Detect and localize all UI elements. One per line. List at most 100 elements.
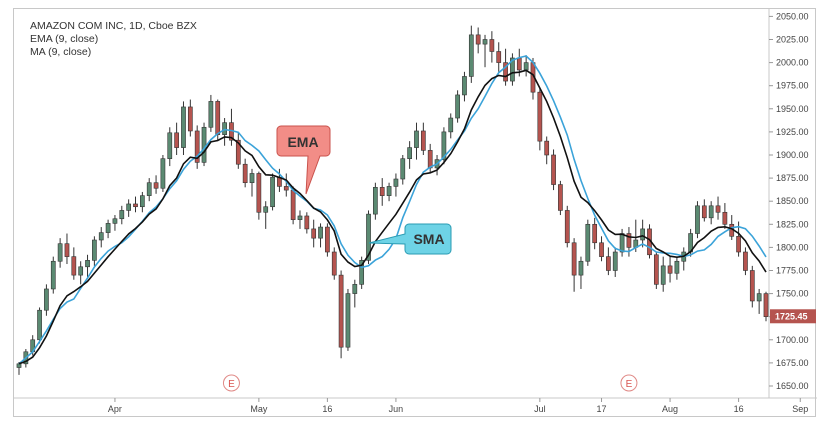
candle-body (386, 186, 392, 196)
candle-body (722, 211, 728, 225)
time-tick-label: Sep (792, 404, 808, 414)
price-tick-label: 2050.00 (776, 11, 809, 21)
candlestick-chart[interactable]: 2050.00 2025.00 2000.00 1975.00 1950.00 1925.… (14, 9, 817, 418)
candle-body (551, 154, 556, 185)
candle-body (763, 293, 769, 317)
time-tick-label: 16 (322, 404, 332, 414)
candle-body (475, 34, 481, 45)
earnings-marker-label: E (228, 379, 235, 390)
candle-body (441, 131, 447, 160)
candle-body (119, 210, 125, 220)
candle-body (318, 226, 323, 239)
price-tick-label: 1775.00 (776, 265, 809, 275)
candle-body (619, 233, 625, 253)
candle-body (331, 251, 337, 276)
candle-body (235, 139, 241, 165)
candle-body (338, 274, 344, 348)
candle-body (462, 76, 467, 96)
candle-body (756, 293, 762, 302)
candle-body (71, 256, 77, 276)
candle-body (503, 62, 508, 82)
ema-callout: EMA (276, 125, 331, 195)
candle-body (749, 270, 755, 302)
candle-body (325, 226, 330, 253)
candle-body (105, 223, 111, 233)
candle-body (112, 218, 118, 224)
candle-body (736, 236, 741, 253)
candle-body (57, 243, 63, 262)
candle-body (167, 132, 173, 159)
candle-body (352, 284, 358, 294)
price-tick-label: 1850.00 (776, 196, 809, 206)
price-tick-label: 2000.00 (776, 58, 809, 68)
time-tick-label: Jul (534, 404, 546, 414)
candle-body (606, 256, 611, 271)
candle-body (558, 184, 563, 211)
candle-body (140, 195, 145, 208)
candle-body (592, 223, 598, 244)
candle-body (256, 173, 262, 213)
candle-body (304, 215, 310, 230)
candle-body (482, 39, 488, 45)
candle-body (16, 363, 22, 368)
candle-body (194, 130, 200, 163)
price-axis: 2050.00 2025.00 2000.00 1975.00 1950.00 1925.… (768, 9, 816, 398)
price-tick-label: 1675.00 (776, 358, 809, 368)
candle-body (160, 158, 166, 189)
ema-callout-box (276, 125, 331, 195)
candle-body (373, 187, 378, 215)
candle-body (407, 147, 412, 159)
candle-body (489, 39, 495, 52)
ema-callout-label: EMA (287, 134, 318, 150)
candle-body (715, 205, 721, 213)
candle-body (420, 130, 426, 151)
candle-body (78, 266, 84, 276)
annotations: EMA SMA E E (222, 125, 638, 392)
earnings-marker-circle (222, 374, 240, 392)
candle-body (660, 265, 666, 285)
candle-body (626, 233, 632, 248)
chart-frame: 2050.00 2025.00 2000.00 1975.00 1950.00 1925.… (13, 8, 817, 418)
price-tick-label: 1875.00 (776, 173, 809, 183)
candle-body (674, 260, 680, 274)
candle-body (345, 293, 351, 348)
candle-body (537, 91, 543, 142)
candle-body (174, 132, 179, 148)
price-tick-label: 1800.00 (776, 242, 809, 252)
price-tick-label: 1650.00 (776, 381, 809, 391)
candle-body (201, 126, 207, 163)
candle-body (468, 34, 474, 77)
candle-body (187, 106, 193, 132)
candle-body (701, 205, 707, 219)
candle-body (379, 187, 385, 196)
time-tick-label: Jun (389, 404, 404, 414)
candle-body (126, 203, 132, 211)
candle-body (44, 288, 49, 311)
candle-body (133, 203, 138, 208)
candle-body (667, 265, 673, 274)
candle-body (544, 140, 550, 156)
candle-body (516, 57, 522, 71)
candle-body (571, 242, 577, 276)
candle-body (393, 178, 399, 187)
legend-title: AMAZON COM INC, 1D, Cboe BZX (30, 20, 197, 32)
candle-body (708, 205, 714, 219)
candle-body (50, 260, 56, 290)
time-tick-label: Apr (108, 404, 122, 414)
candle-body (249, 173, 255, 184)
price-tick-label: 1900.00 (776, 150, 809, 160)
candle-body (311, 228, 317, 239)
candle-body (92, 239, 97, 261)
candle-body (455, 94, 460, 119)
legend-ma: MA (9, close) (30, 46, 92, 58)
time-tick-label: 17 (597, 404, 607, 414)
candle-body (290, 189, 296, 220)
earnings-marker: E (222, 374, 240, 392)
indicator-lines (18, 55, 767, 365)
candle-body (153, 182, 159, 189)
candle-body (414, 130, 419, 148)
time-axis: Apr May 16 Jun Jul 17 Aug 16 Sep (14, 397, 817, 414)
candle-body (400, 158, 406, 180)
candle-body (743, 251, 748, 271)
candles (16, 25, 769, 375)
